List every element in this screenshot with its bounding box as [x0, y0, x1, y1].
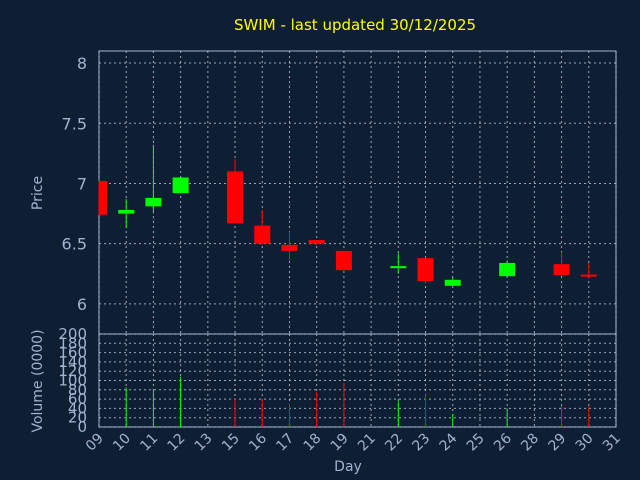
- volume-bars: [125, 376, 590, 427]
- candle: [580, 262, 597, 278]
- x-tick-label: 10: [110, 431, 134, 455]
- x-tick-label: 24: [437, 430, 461, 454]
- volume-tick-label: 0: [77, 418, 87, 436]
- price-tick-label: 7.5: [62, 114, 87, 133]
- candle: [417, 258, 434, 284]
- candle-body: [254, 225, 271, 244]
- candle: [227, 159, 244, 224]
- candle: [118, 199, 135, 229]
- volume-tick-label: 200: [58, 325, 87, 343]
- candle-body: [281, 244, 298, 251]
- candle: [98, 181, 107, 215]
- x-tick-label: 13: [192, 431, 216, 455]
- volume-grid: [98, 333, 617, 428]
- x-tick-label: 17: [273, 431, 297, 455]
- x-tick-label: 26: [491, 430, 515, 454]
- price-y-ticks: 6 6.5 7 7.5 8: [62, 54, 87, 314]
- price-tick-label: 7: [77, 174, 87, 193]
- x-tick-label: 11: [137, 431, 161, 455]
- candle-body: [99, 181, 107, 215]
- volume-axis-label: Volume (0000): [30, 329, 46, 432]
- candle-body: [118, 209, 135, 214]
- price-tick-label: 6.5: [62, 235, 87, 254]
- price-panel: 6 6.5 7 7.5 8 Price: [30, 50, 617, 335]
- candles: [98, 144, 597, 286]
- volume-tick-label: 160: [58, 344, 87, 362]
- price-tick-label: 8: [77, 54, 87, 73]
- candle: [281, 231, 298, 261]
- volume-tick-label: 120: [58, 362, 87, 380]
- candle: [145, 144, 162, 214]
- candle-body: [417, 258, 434, 282]
- volume-tick-label: 140: [58, 353, 87, 371]
- chart-title: SWIM - last updated 30/12/2025: [234, 16, 476, 34]
- x-tick-label: 16: [246, 430, 270, 454]
- candle: [254, 209, 271, 245]
- candle-body: [553, 264, 570, 275]
- candle-body: [390, 266, 407, 269]
- x-tick-label: 18: [301, 431, 325, 455]
- candle-body: [444, 279, 461, 286]
- candle-body: [145, 197, 162, 207]
- volume-panel-frame: [98, 333, 617, 428]
- x-axis-label: Day: [334, 459, 362, 475]
- price-grid: [98, 51, 617, 334]
- x-tick-label: 28: [518, 431, 542, 455]
- x-tick-label: 25: [464, 431, 488, 455]
- x-tick-label: 22: [382, 431, 406, 455]
- price-tick-label: 6: [77, 295, 87, 314]
- candle: [499, 260, 516, 277]
- candle-body: [227, 171, 244, 224]
- x-tick-label: 21: [355, 431, 379, 455]
- candle-body: [308, 240, 325, 244]
- candle-body: [172, 177, 189, 194]
- x-tick-label: 12: [165, 431, 189, 455]
- x-tick-label: 23: [409, 431, 433, 455]
- x-tick-label: 29: [545, 431, 569, 455]
- x-tick-label: 31: [600, 431, 624, 455]
- price-axis-label: Price: [30, 176, 46, 210]
- volume-tick-label: 20: [68, 409, 87, 427]
- x-axis-ticks: 09 10 11 12 13 15 16 17 18 19 21 22 23 24 25 26 28 29 30 31: [83, 430, 624, 454]
- candle: [335, 250, 352, 271]
- volume-tick-label: 60: [68, 390, 87, 408]
- candle: [390, 253, 407, 274]
- candle: [553, 252, 570, 275]
- volume-tick-label: 40: [68, 399, 87, 417]
- volume-tick-label: 80: [68, 381, 87, 399]
- candle: [308, 240, 325, 245]
- x-tick-label: 30: [573, 431, 597, 455]
- volume-tick-label: 180: [58, 334, 87, 352]
- x-tick-label: 15: [219, 431, 243, 455]
- candle-body: [580, 274, 597, 277]
- candle-body: [335, 250, 352, 271]
- volume-tick-label: 100: [58, 372, 87, 390]
- candle: [444, 277, 461, 286]
- x-tick-label: 19: [328, 431, 352, 455]
- candle-body: [499, 262, 516, 277]
- candle: [172, 176, 189, 194]
